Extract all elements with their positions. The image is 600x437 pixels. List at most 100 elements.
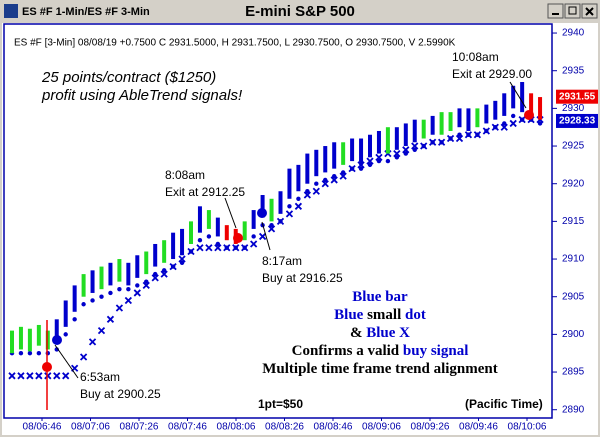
window-title: E-mini S&P 500 xyxy=(245,3,355,20)
trend-cross xyxy=(151,274,159,282)
trend-dot xyxy=(287,204,292,209)
price-bar xyxy=(394,127,399,150)
price-bar xyxy=(529,93,534,116)
trend-cross xyxy=(294,202,303,210)
trend-dot xyxy=(493,125,498,130)
trend-cross xyxy=(124,296,132,305)
trend-cross xyxy=(35,372,43,380)
trend-dot xyxy=(421,143,426,149)
price-bar xyxy=(430,115,435,135)
y-tick-label: 2895 xyxy=(562,367,585,378)
price-bar xyxy=(72,285,77,312)
trend-dot xyxy=(188,249,194,254)
trend-cross xyxy=(97,326,106,335)
price-bar xyxy=(180,228,185,256)
price-tag-box xyxy=(556,113,598,128)
trend-dot xyxy=(153,271,158,277)
trend-cross xyxy=(375,153,383,161)
trend-cross xyxy=(366,157,374,165)
trend-dot xyxy=(206,234,212,239)
price-bar xyxy=(108,262,113,286)
headline: profit using AbleTrend signals! xyxy=(41,87,243,104)
price-bar xyxy=(10,330,14,354)
price-bar xyxy=(538,97,543,120)
annotation-arrow xyxy=(224,197,237,229)
scale-note: 1pt=$50 xyxy=(258,397,303,411)
trend-cross xyxy=(312,187,320,195)
trend-dot xyxy=(457,132,462,137)
trend-cross xyxy=(303,191,311,199)
window-buttons xyxy=(547,3,598,19)
plot-border xyxy=(3,23,553,419)
price-bar xyxy=(368,134,372,158)
price-bar xyxy=(359,138,364,165)
trend-dot xyxy=(430,140,435,145)
x-tick-label: 08/08:26 xyxy=(265,422,304,433)
trend-dot xyxy=(349,166,355,171)
price-bar xyxy=(126,262,131,286)
price-bar xyxy=(36,324,41,346)
price-bar xyxy=(511,85,516,109)
price-tag-label: 2931.55 xyxy=(559,91,596,102)
price-bar xyxy=(341,142,346,165)
trend-cross xyxy=(142,281,150,290)
price-bar xyxy=(520,82,525,113)
price-bar xyxy=(376,130,381,154)
trend-cross xyxy=(8,372,16,380)
annotation-text: Exit at 2912.25 xyxy=(165,185,245,199)
trend-dot xyxy=(358,166,364,171)
price-bar xyxy=(242,221,247,241)
trend-cross xyxy=(178,255,186,263)
price-bar xyxy=(171,232,176,260)
y-tick-label: 2915 xyxy=(562,216,585,227)
price-bar xyxy=(45,330,50,350)
app-icon xyxy=(4,4,18,18)
trend-dot xyxy=(27,351,33,356)
trend-dot xyxy=(511,113,516,119)
y-tick-label: 2905 xyxy=(562,291,585,302)
price-bar xyxy=(18,326,23,350)
trend-dot xyxy=(81,302,86,307)
trend-cross xyxy=(285,210,294,218)
signal-marker xyxy=(233,233,243,243)
trend-cross xyxy=(455,134,464,143)
timezone-note: (Pacific Time) xyxy=(465,397,543,411)
trend-dot xyxy=(323,177,328,183)
y-tick-label: 2890 xyxy=(562,404,585,415)
price-bar xyxy=(403,123,408,147)
y-tick-label: 2940 xyxy=(562,28,585,39)
maximize-icon xyxy=(568,6,577,15)
trend-dot xyxy=(197,238,203,243)
trend-cross xyxy=(106,315,115,323)
note-line: & Blue X xyxy=(225,324,535,342)
annotation-text: Buy at 2900.25 xyxy=(80,387,161,401)
trend-dot xyxy=(332,173,337,179)
note-part: & xyxy=(349,325,367,341)
trend-cross xyxy=(133,289,141,297)
trend-cross xyxy=(267,225,276,233)
minimize-button[interactable] xyxy=(547,3,564,19)
price-bar xyxy=(287,168,292,199)
trend-dot xyxy=(385,158,391,164)
trend-dot xyxy=(135,283,140,288)
trend-dot xyxy=(466,132,471,137)
price-bar xyxy=(27,328,32,352)
trend-dot xyxy=(537,121,543,126)
price-bar xyxy=(466,108,471,131)
note-part: Confirms a valid xyxy=(291,343,403,359)
trend-dot xyxy=(448,136,453,141)
annotation-time: 6:53am xyxy=(80,370,120,384)
note-part: dot xyxy=(405,307,426,323)
x-tick-label: 08/09:26 xyxy=(411,422,450,433)
price-bar xyxy=(189,221,193,244)
maximize-button[interactable] xyxy=(564,3,581,19)
tab-label[interactable]: ES #F 1-Min/ES #F 3-Min xyxy=(22,6,150,18)
trend-dot xyxy=(305,189,310,194)
trend-dot xyxy=(63,332,68,337)
x-tick-label: 08/09:46 xyxy=(459,422,498,433)
price-bar xyxy=(63,300,68,327)
trend-dot xyxy=(215,241,221,247)
note-line: Blue bar xyxy=(225,288,535,306)
trend-dot xyxy=(170,264,176,269)
trend-dot xyxy=(224,245,229,250)
